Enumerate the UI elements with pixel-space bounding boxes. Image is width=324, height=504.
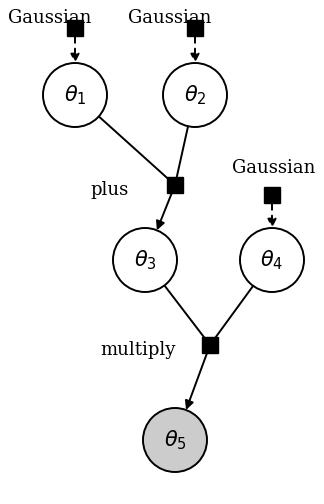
Polygon shape: [187, 20, 203, 36]
Polygon shape: [264, 187, 280, 203]
Polygon shape: [67, 20, 83, 36]
Text: Gaussian: Gaussian: [232, 159, 315, 177]
Circle shape: [43, 63, 107, 127]
Text: $\theta_2$: $\theta_2$: [184, 83, 206, 107]
Text: $\theta_5$: $\theta_5$: [164, 428, 186, 452]
Circle shape: [113, 228, 177, 292]
Text: $\theta_3$: $\theta_3$: [133, 248, 156, 272]
Circle shape: [240, 228, 304, 292]
Text: $\theta_4$: $\theta_4$: [260, 248, 284, 272]
Polygon shape: [202, 337, 218, 353]
Polygon shape: [167, 177, 183, 193]
Text: multiply: multiply: [100, 341, 175, 359]
Circle shape: [143, 408, 207, 472]
Text: $\theta_1$: $\theta_1$: [64, 83, 86, 107]
Text: Gaussian: Gaussian: [8, 9, 91, 27]
Text: plus: plus: [90, 181, 128, 199]
Circle shape: [163, 63, 227, 127]
Text: Gaussian: Gaussian: [128, 9, 211, 27]
